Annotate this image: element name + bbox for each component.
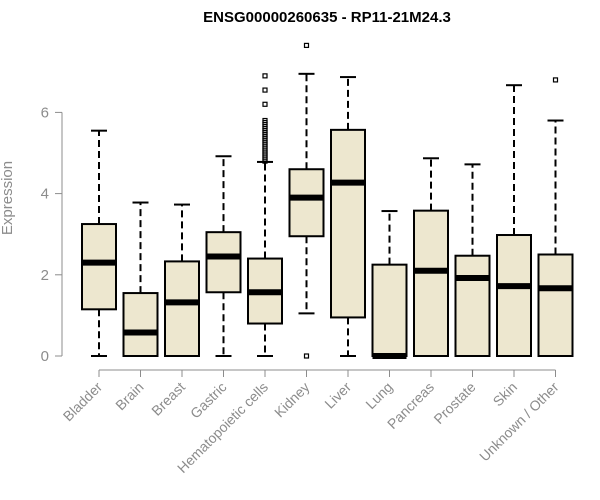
box-gastric — [205, 155, 242, 357]
box-rect — [205, 231, 242, 294]
box-rect — [454, 254, 491, 357]
x-tick-label: Liver — [321, 379, 354, 412]
x-tick-label: Unknown / Other — [476, 379, 562, 465]
y-axis: 0 2 4 6 — [41, 104, 63, 365]
x-tick-label: Bladder — [60, 379, 106, 425]
box-skin — [496, 84, 532, 357]
box-rect — [288, 168, 325, 238]
outlier-point — [262, 117, 268, 124]
x-tick-label: Kidney — [271, 379, 313, 421]
outlier-point — [262, 73, 268, 79]
y-tick-label: 4 — [41, 186, 49, 203]
x-tick-label: Skin — [490, 379, 521, 410]
box-rect — [122, 292, 159, 358]
y-tick-label: 2 — [41, 267, 49, 284]
box-breast — [164, 203, 200, 358]
box-rect — [164, 260, 200, 358]
box-liver — [330, 76, 366, 357]
box-kidney — [288, 42, 325, 359]
y-tick-label: 6 — [41, 104, 49, 121]
outlier-point — [303, 42, 310, 49]
x-tick-label: Breast — [148, 379, 188, 419]
box-hematopoietic-cells — [247, 73, 283, 357]
box-unknown-other — [537, 77, 574, 357]
box-rect — [330, 128, 366, 319]
box-rect — [413, 209, 449, 357]
boxes-group — [81, 42, 574, 359]
box-rect — [371, 263, 408, 357]
outlier-point — [262, 87, 268, 93]
outlier-point — [552, 77, 559, 83]
box-lung — [371, 210, 408, 359]
box-brain — [122, 201, 159, 358]
chart-title: ENSG00000260635 - RP11-21M24.3 — [203, 9, 451, 26]
box-bladder — [81, 129, 117, 357]
x-tick-label: Lung — [362, 379, 395, 412]
outlier-point — [303, 353, 310, 359]
y-axis-label: Expression — [0, 161, 16, 235]
box-rect — [496, 234, 532, 357]
x-tick-label: Brain — [112, 379, 146, 413]
x-tick-label: Prostate — [430, 379, 478, 427]
box-pancreas — [413, 157, 449, 357]
outlier-point — [262, 101, 268, 107]
box-prostate — [454, 163, 491, 357]
box-rect — [81, 223, 117, 311]
box-rect — [537, 253, 574, 357]
y-tick-label: 0 — [41, 348, 49, 365]
